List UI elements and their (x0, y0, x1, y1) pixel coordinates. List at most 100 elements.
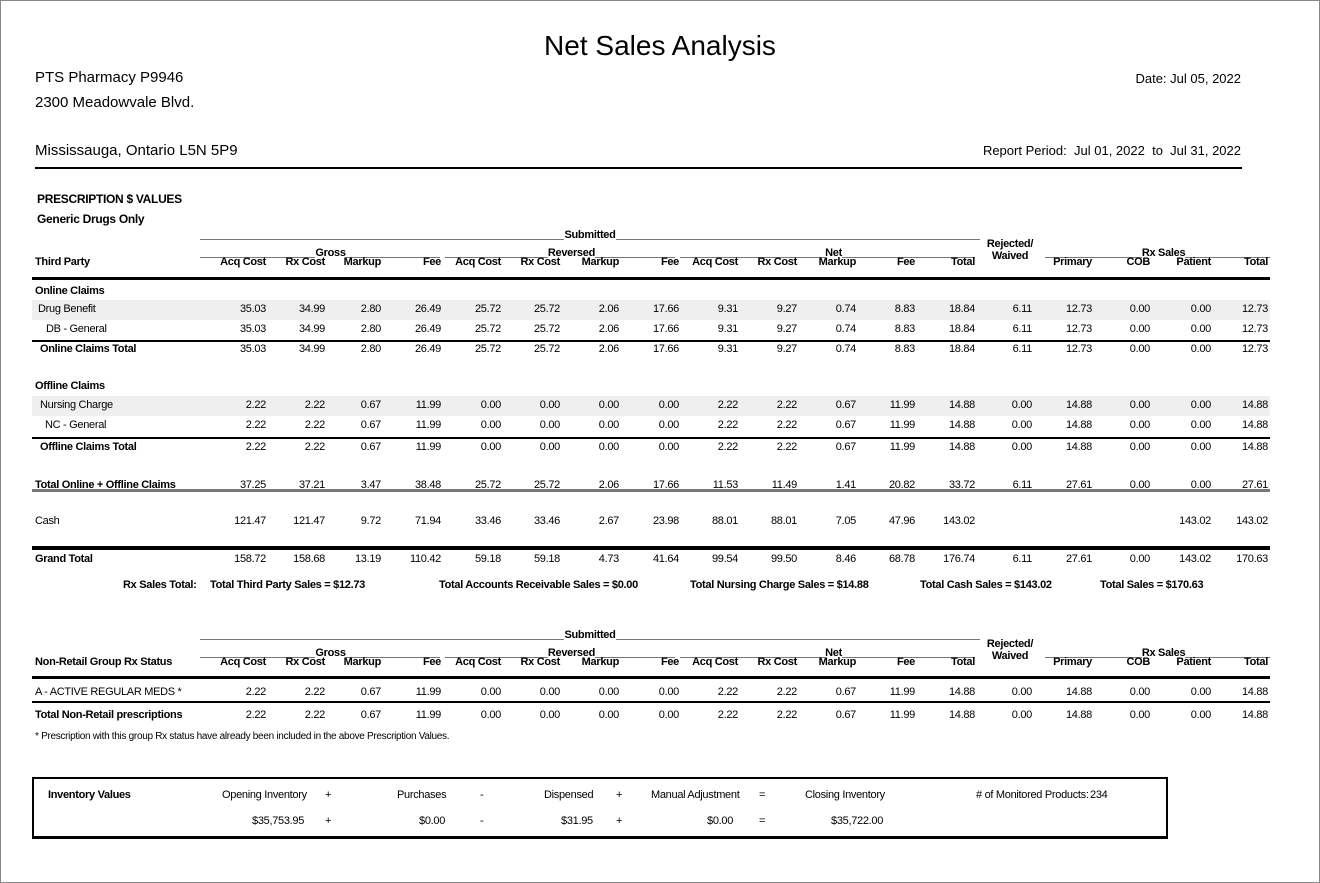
cell-value: 13.19 (354, 553, 381, 565)
cell-value: 0.74 (835, 303, 857, 315)
cell-value: 34.99 (298, 303, 325, 315)
cell-value: 2.06 (598, 323, 620, 335)
cell-value: 2.67 (598, 515, 620, 527)
cell-value: 2.22 (245, 399, 267, 411)
address-line-2: Mississauga, Ontario L5N 5P9 (35, 142, 238, 159)
column-header: Markup (581, 256, 620, 268)
cell-value: 88.01 (711, 515, 738, 527)
table-row: DB - General 35.03 34.99 2.80 26.49 25.72 25.7… (0, 320, 1320, 340)
cell-value: 14.88 (1065, 399, 1092, 411)
cell-value: 25.72 (533, 343, 560, 355)
cell-value: 0.00 (658, 419, 680, 431)
row-label: NC - General (45, 419, 107, 431)
group-rx-sales-label: Rx Sales (1141, 247, 1186, 259)
cell-value: 0.67 (360, 399, 382, 411)
plus-sign: + (325, 789, 332, 801)
cell-value: 6.11 (1012, 553, 1033, 565)
cell-value: 25.72 (474, 479, 501, 491)
cell-value: 0.00 (480, 709, 502, 721)
table-row: Grand Total 158.72 158.68 13.19 110.42 59.18 5… (0, 550, 1320, 570)
closing-inventory-label: Closing Inventory (805, 789, 885, 801)
group-underline (595, 257, 675, 258)
cell-value: 0.00 (1129, 303, 1151, 315)
cell-value: 2.22 (776, 441, 798, 453)
cell-value: 35.03 (239, 303, 266, 315)
report-title: Net Sales Analysis (544, 30, 776, 61)
cell-value: 4.73 (598, 553, 620, 565)
cell-value: 2.22 (245, 686, 267, 698)
cell-value: 14.88 (948, 686, 975, 698)
cell-value: 2.06 (598, 479, 620, 491)
group-rx-sales: Rx Sales (1045, 245, 1270, 259)
cell-value: 59.18 (474, 553, 501, 565)
table-row: Cash 121.47 121.47 9.72 71.94 33.46 33.46 2.67 2… (0, 512, 1320, 532)
cell-value: 11.99 (889, 709, 916, 721)
column-header: COB (1126, 256, 1150, 268)
cell-value: 0.00 (598, 709, 620, 721)
column-header: Primary (1053, 256, 1092, 268)
cell-value: 2.80 (360, 343, 382, 355)
cell-value: 0.00 (658, 709, 680, 721)
group-gross-label: Gross (315, 247, 346, 259)
cell-value: 34.99 (298, 323, 325, 335)
cell-value: 11.53 (712, 479, 739, 491)
cell-value: 0.00 (1011, 399, 1033, 411)
column-header: Markup (343, 256, 382, 268)
rejected-label: Rejected/ (986, 638, 1034, 650)
cell-value: 0.00 (598, 686, 620, 698)
row-label: Offline Claims Total (40, 441, 137, 453)
cell-value: 8.46 (835, 553, 857, 565)
cell-value: 0.00 (1011, 709, 1033, 721)
cell-value: 0.00 (1129, 323, 1151, 335)
cell-value: 143.02 (1236, 515, 1268, 527)
group-reversed: Reversed (445, 645, 675, 659)
cell-value: 158.72 (234, 553, 266, 565)
cell-value: 34.99 (298, 343, 325, 355)
period-label: Report Period: (982, 143, 1067, 158)
cell-value: 25.72 (533, 479, 560, 491)
cell-value: 18.84 (948, 303, 975, 315)
table-row: Online Claims (0, 282, 1320, 302)
table-row: Online Claims Total 35.03 34.99 2.80 26.49 25… (0, 340, 1320, 360)
group-underline (595, 657, 675, 658)
column-header: Patient (1176, 656, 1211, 668)
cell-value: 0.00 (480, 399, 502, 411)
cell-value: 23.98 (652, 515, 679, 527)
cell-value: 2.22 (304, 419, 326, 431)
cell-value: 2.80 (360, 323, 382, 335)
cell-value: 0.00 (1129, 709, 1151, 721)
accounts-receivable-sales: Total Accounts Receivable Sales = $0.00 (439, 579, 638, 591)
cell-value: 14.88 (1241, 686, 1268, 698)
column-header: Patient (1176, 256, 1211, 268)
cell-value: 0.00 (1190, 419, 1212, 431)
cell-value: 2.22 (717, 399, 739, 411)
cell-value: 41.64 (652, 553, 679, 565)
period-to: Jul 31, 2022 (1170, 143, 1241, 158)
cell-value: 0.00 (658, 441, 680, 453)
cell-value: 2.80 (360, 303, 382, 315)
cell-value: 121.47 (234, 515, 266, 527)
table-rule (32, 701, 1270, 703)
cell-value: 1.41 (835, 479, 857, 491)
cell-value: 68.78 (888, 553, 915, 565)
cell-value: 12.73 (1241, 343, 1268, 355)
cell-value: 176.74 (943, 553, 975, 565)
column-header: Acq Cost (692, 656, 738, 668)
column-header: Rx Cost (757, 256, 798, 268)
cell-value: 25.72 (474, 323, 501, 335)
column-header: COB (1126, 656, 1150, 668)
cell-value: 33.46 (474, 515, 501, 527)
table-row: Total Non-Retail prescriptions 2.22 2.22 0.… (0, 706, 1320, 726)
cell-value: 12.73 (1065, 323, 1092, 335)
group-submitted-label: Submitted (564, 229, 616, 241)
table-row: Nursing Charge 2.22 2.22 0.67 11.99 0.00 0.00 0… (32, 396, 1270, 416)
group-underline (200, 257, 316, 258)
cell-value: 11.99 (415, 419, 442, 431)
group-underline (1185, 257, 1270, 258)
opening-inventory-value: $35,753.95 (252, 815, 305, 827)
column-header: Rx Cost (285, 256, 326, 268)
cell-value: 11.99 (889, 419, 916, 431)
cell-value: 0.00 (480, 441, 502, 453)
cell-value: 11.99 (415, 709, 442, 721)
cell-value: 8.83 (894, 323, 916, 335)
